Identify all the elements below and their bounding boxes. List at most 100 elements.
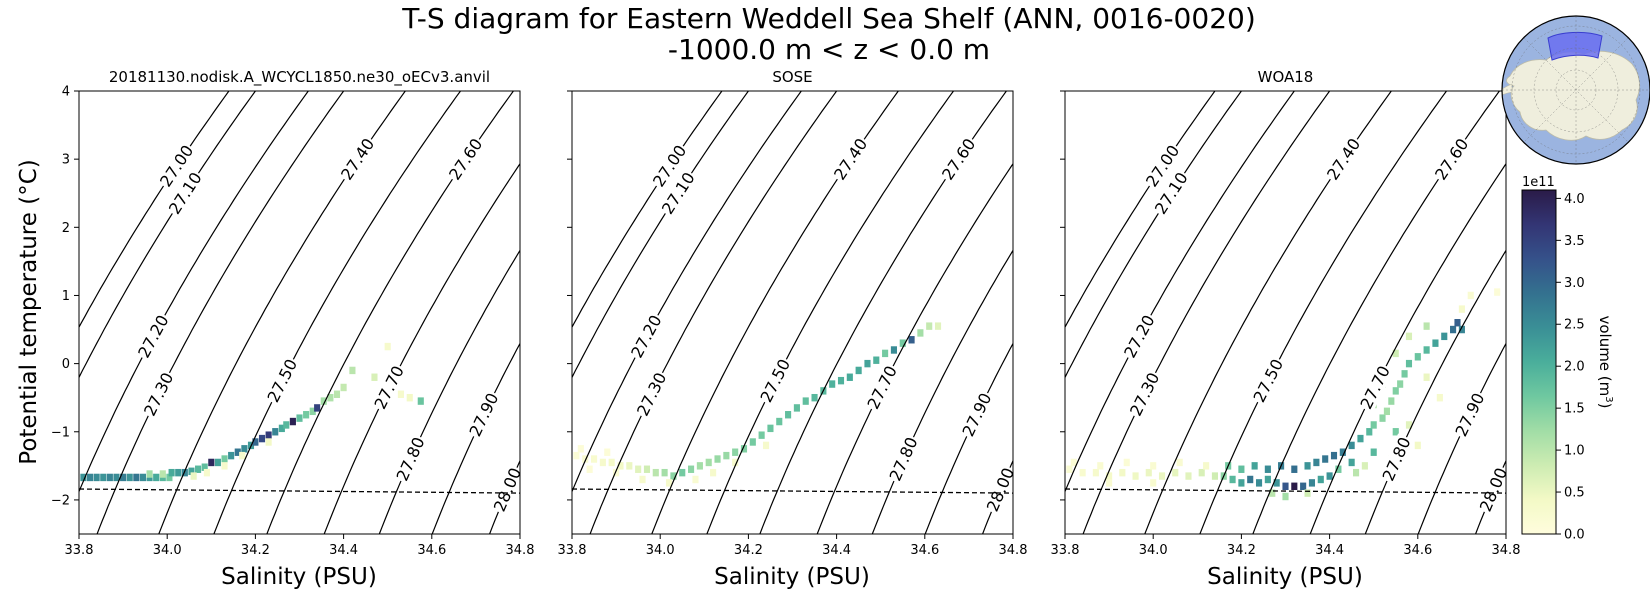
- heatmap-cell: [1397, 380, 1404, 388]
- x-tick-label: 33.8: [558, 543, 587, 558]
- heatmap-cell: [333, 390, 341, 398]
- panel-title: 20181130.nodisk.A_WCYCL1850.ne30_oECv3.a…: [109, 68, 490, 87]
- contour-label-bg: [1322, 134, 1365, 185]
- heatmap-cell: [652, 468, 659, 477]
- contour-label-bg: [1249, 355, 1288, 407]
- heatmap-cell: [283, 421, 290, 429]
- heatmap-cell: [837, 376, 845, 385]
- heatmap-cell: [1370, 421, 1377, 429]
- y-tick-label: −1: [51, 425, 70, 440]
- contour-label-bg: [1141, 140, 1184, 191]
- heatmap-cell: [723, 451, 730, 460]
- colorbar-gradient: [1521, 189, 1557, 535]
- heatmap-cell: [1348, 458, 1355, 467]
- heatmap-cell: [139, 473, 147, 482]
- heatmap-cell: [714, 455, 721, 463]
- heatmap-cell: [1150, 479, 1157, 487]
- figure-subtitle: -1000.0 m < z < 0.0 m: [668, 33, 990, 66]
- y-axis-label: Potential temperature (°C): [16, 159, 42, 464]
- heatmap-cell: [1357, 434, 1364, 443]
- y-tick-label: 3: [62, 153, 70, 168]
- x-tick-label: 34.8: [506, 543, 535, 558]
- heatmap-cell: [1304, 489, 1311, 497]
- heatmap-cell: [665, 479, 673, 487]
- heatmap-cell: [1097, 462, 1104, 470]
- x-tick-label: 34.4: [329, 543, 358, 558]
- heatmap-cell: [1454, 319, 1461, 327]
- panel-woa18: WOA1827.0027.1027.2027.3027.4027.5027.60…: [1051, 68, 1521, 558]
- density-contour: [572, 91, 803, 493]
- colorbar-tick-label: 1.5: [1564, 402, 1585, 417]
- density-contour: [572, 91, 750, 379]
- contour-label-bg: [370, 361, 408, 413]
- heatmap-cell: [309, 407, 316, 416]
- density-contour: [79, 91, 310, 493]
- contour-label-bg: [263, 355, 302, 407]
- heatmap-cell: [221, 462, 228, 470]
- panel-model: 20181130.nodisk.A_WCYCL1850.ne30_oECv3.a…: [51, 68, 535, 558]
- heatmap-cell: [1203, 462, 1210, 470]
- heatmap-cell: [1458, 325, 1465, 334]
- heatmap-cell: [643, 465, 651, 473]
- heatmap-cell: [1106, 479, 1113, 487]
- heatmap-cell: [1238, 465, 1245, 473]
- heatmap-cell: [1379, 414, 1386, 422]
- y-tick-label: 0: [62, 357, 70, 372]
- heatmap-cell: [203, 468, 210, 477]
- map-graticule: [1502, 16, 1650, 164]
- contour-label-bg: [648, 140, 691, 191]
- x-tick-label: 34.0: [646, 543, 675, 558]
- y-tick-label: −2: [51, 493, 70, 508]
- heatmap-cell: [201, 463, 208, 471]
- heatmap-cell: [793, 404, 800, 412]
- heatmap-cell: [604, 448, 611, 456]
- contour-label-bg: [140, 368, 178, 420]
- contour-label-bg: [863, 361, 901, 413]
- contour-label-bg: [1475, 464, 1506, 516]
- heatmap-cell: [113, 473, 120, 482]
- heatmap-cell: [1123, 458, 1130, 467]
- freezing-line: [79, 488, 520, 494]
- density-contour: [1065, 91, 1296, 493]
- heatmap-cell: [829, 380, 836, 388]
- density-contour: [816, 162, 1013, 534]
- plot-area: [1065, 91, 1506, 534]
- panel-sose: SOSE27.0027.1027.2027.3027.4027.5027.602…: [558, 68, 1028, 558]
- heatmap-cell: [166, 473, 173, 482]
- heatmap-cell: [303, 411, 310, 419]
- heatmap-cell: [1264, 475, 1271, 484]
- heatmap-cell: [100, 473, 107, 482]
- colorbar-tick-label: 3.5: [1564, 234, 1585, 249]
- heatmap-cell: [785, 411, 792, 419]
- heatmap-cell: [1423, 322, 1430, 330]
- heatmap-cell: [86, 473, 94, 482]
- heatmap-cell: [106, 473, 113, 482]
- heatmap-cell: [908, 336, 915, 344]
- heatmap-cell: [661, 468, 668, 477]
- heatmap-cell: [696, 462, 703, 470]
- contour-label-bg: [155, 140, 198, 191]
- heatmap-cell: [1383, 407, 1390, 416]
- heatmap-cell: [1405, 359, 1413, 368]
- freezing-line: [1065, 488, 1506, 494]
- heatmap-cell: [1247, 475, 1254, 484]
- heatmap-cell: [1211, 472, 1218, 480]
- heatmap-cell: [1405, 332, 1413, 341]
- x-axis-label-model: Salinity (PSU): [221, 564, 377, 590]
- x-axis-label-sose: Salinity (PSU): [714, 564, 870, 590]
- heatmap-cell: [296, 414, 303, 422]
- heatmap-cell: [688, 465, 695, 473]
- heatmap-cell: [320, 397, 327, 405]
- heatmap-cell: [1273, 479, 1280, 487]
- heatmap-cell: [1304, 462, 1311, 470]
- density-contour: [1309, 162, 1506, 534]
- x-tick-label: 33.8: [65, 543, 94, 558]
- heatmap-cell: [1467, 291, 1474, 300]
- heatmap-cell: [1370, 448, 1377, 456]
- axes-frame: [1064, 90, 1507, 535]
- heatmap-cell: [1300, 482, 1307, 490]
- heatmap-cell: [710, 468, 717, 477]
- heatmap-cell: [1317, 475, 1324, 484]
- heatmap-cell: [635, 465, 642, 473]
- heatmap-cell: [1172, 468, 1179, 477]
